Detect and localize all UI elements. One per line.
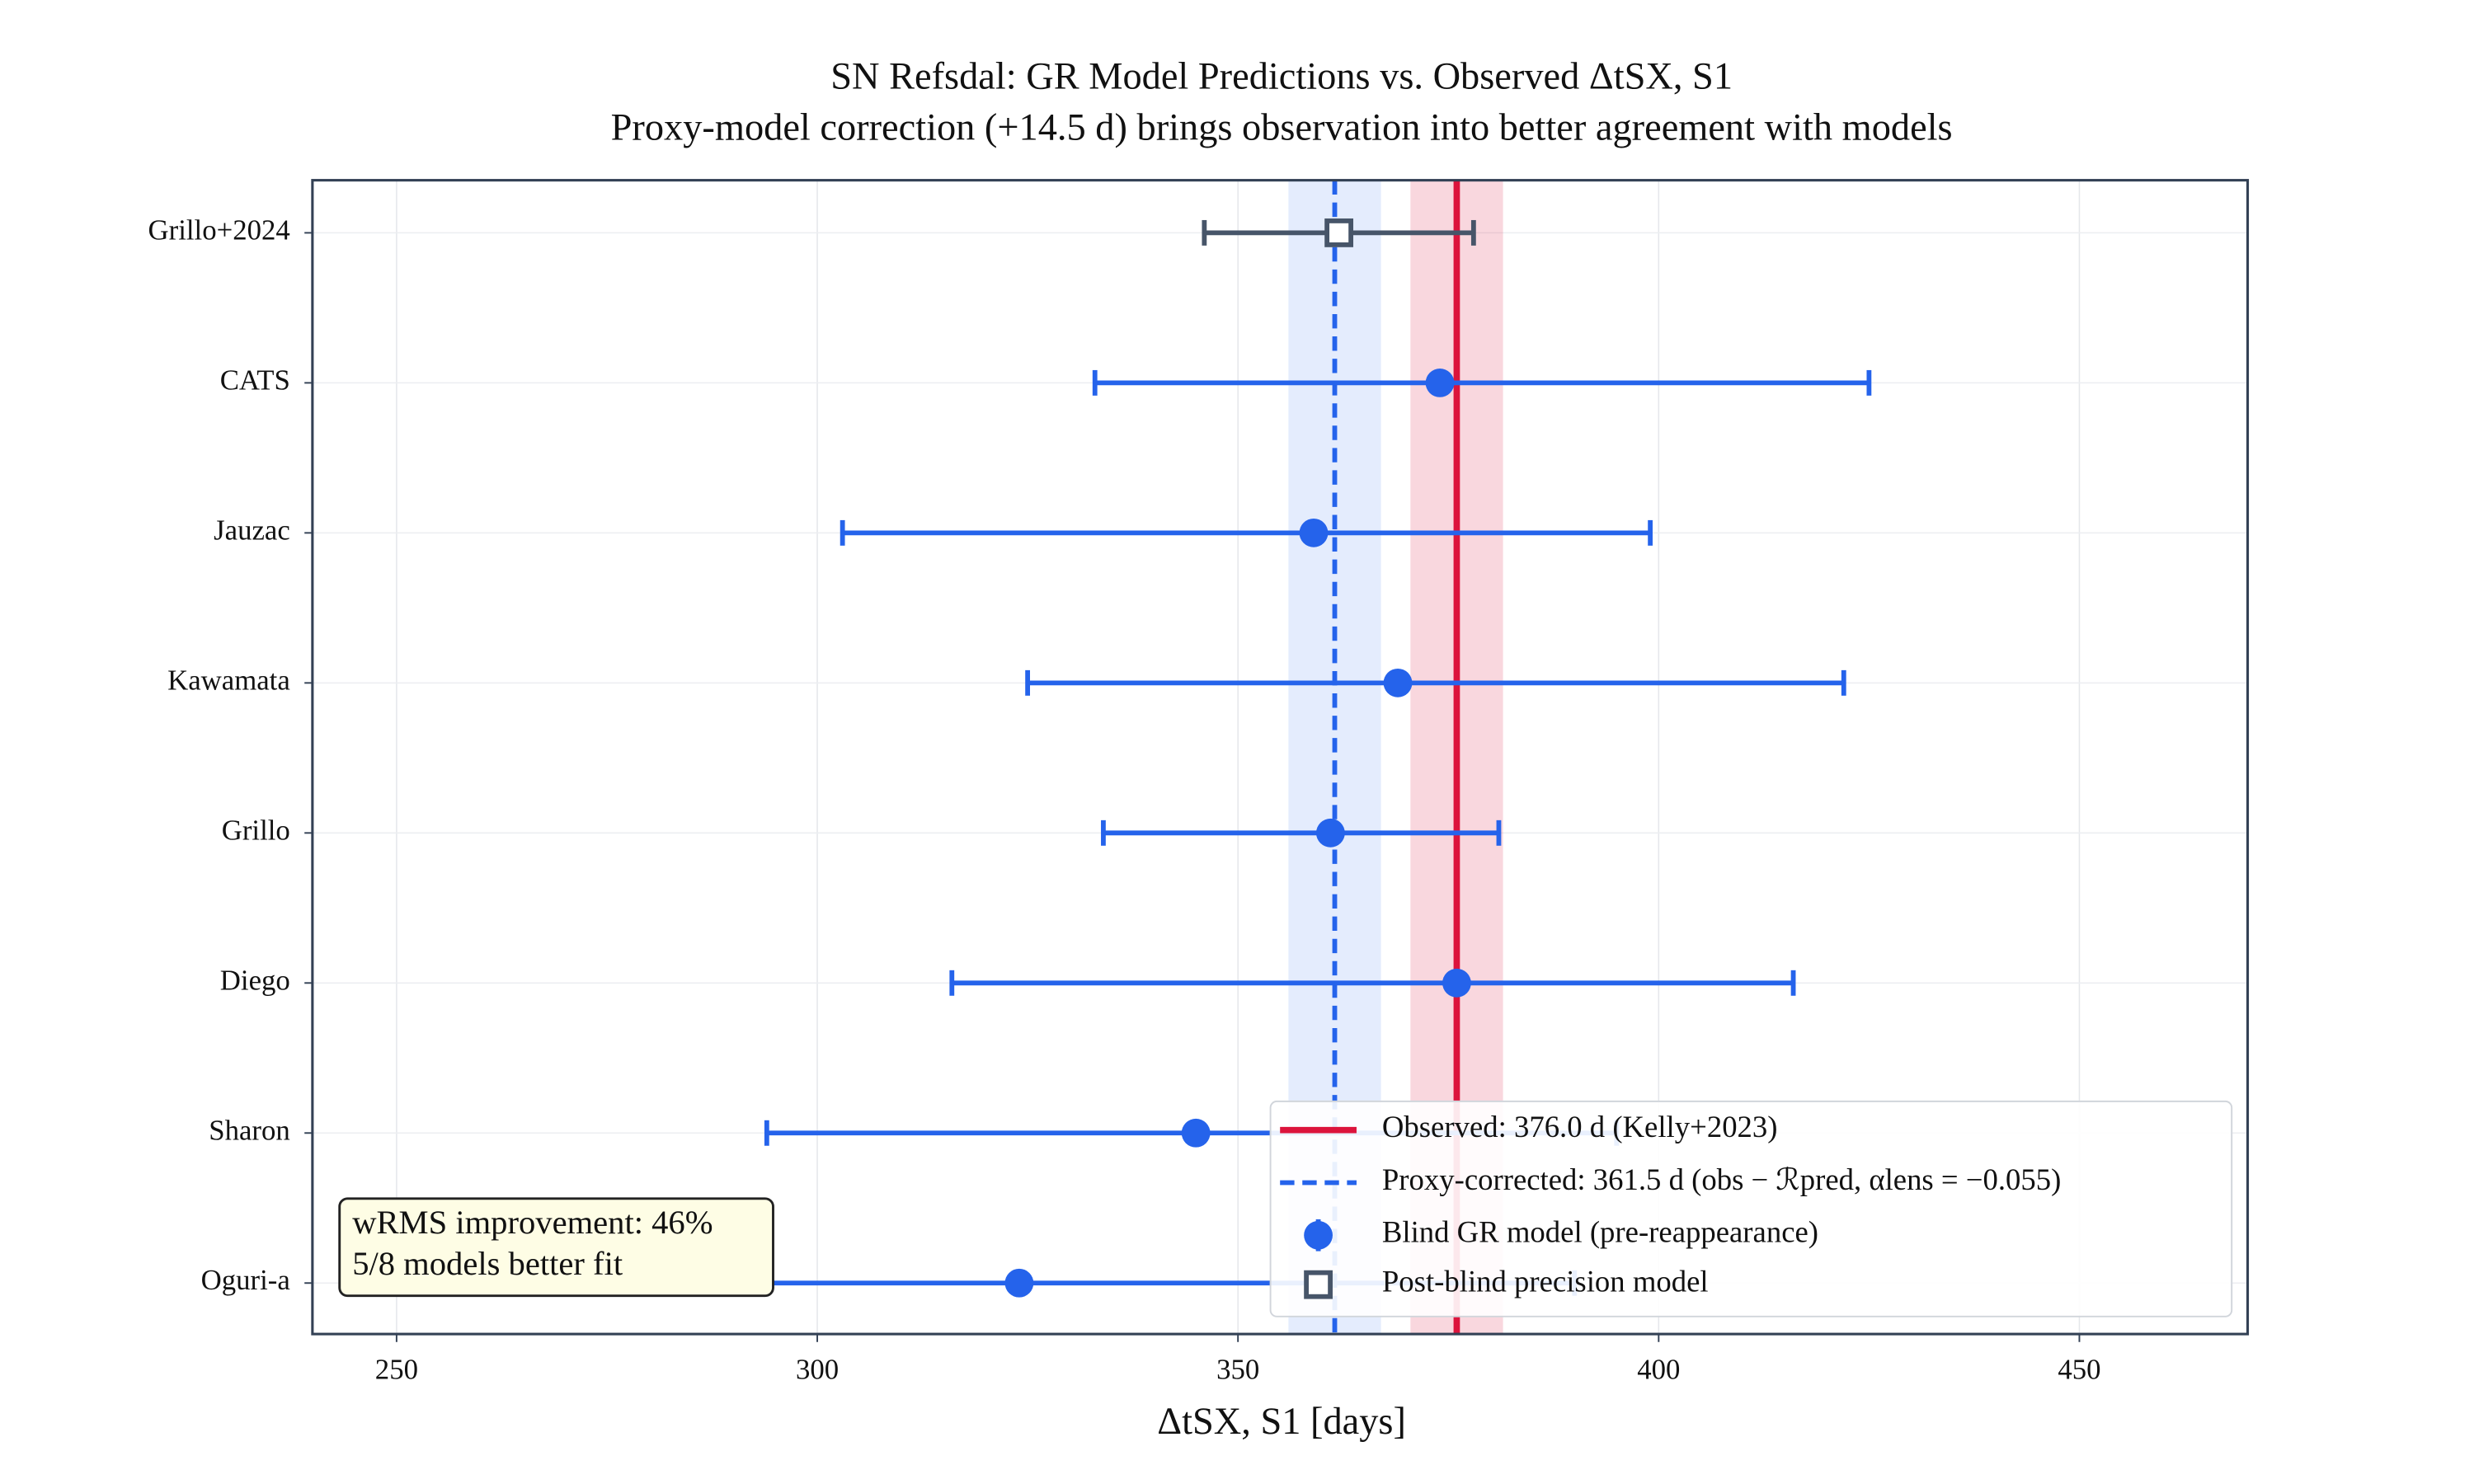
x-axis-label: ΔtSX, S1 [days] <box>1157 1401 1406 1443</box>
legend-marker <box>1304 1270 1333 1299</box>
chart-subtitle: Proxy-model correction (+14.5 d) brings … <box>611 106 1953 148</box>
point <box>1004 1268 1034 1298</box>
annotation-box <box>338 1197 774 1298</box>
point <box>1442 968 1471 998</box>
y-tick-label: Kawamata <box>167 664 290 696</box>
legend-label: Post-blind precision model <box>1382 1265 1709 1298</box>
x-tick-label: 450 <box>2058 1353 2100 1385</box>
legend-marker <box>1304 1220 1333 1250</box>
y-tick-label: Oguri-a <box>201 1264 290 1296</box>
point <box>1299 518 1329 547</box>
point <box>1181 1118 1211 1148</box>
y-tick-label: Jauzac <box>214 514 290 546</box>
y-tick-label: Grillo+2024 <box>148 214 290 246</box>
x-tick-label: 250 <box>375 1353 418 1385</box>
y-tick-label: Sharon <box>209 1114 290 1146</box>
x-tick-label: 300 <box>796 1353 839 1385</box>
y-tick-label: CATS <box>220 364 290 396</box>
y-tick-label: Diego <box>220 964 290 996</box>
legend-label: Observed: 376.0 d (Kelly+2023) <box>1382 1110 1778 1144</box>
point <box>1324 218 1354 247</box>
y-tick-label: Grillo <box>222 814 290 846</box>
annotation-text: wRMS improvement: 46% <box>352 1204 713 1241</box>
legend-label: Proxy-corrected: 361.5 d (obs − ℛpred, α… <box>1382 1162 2061 1196</box>
x-tick-label: 400 <box>1637 1353 1680 1385</box>
annotation-text: 5/8 models better fit <box>352 1245 623 1282</box>
legend-box <box>1269 1100 2233 1317</box>
chart-title: SN Refsdal: GR Model Predictions vs. Obs… <box>830 55 1733 97</box>
point <box>1316 818 1345 848</box>
point <box>1383 668 1413 697</box>
point <box>1425 368 1455 397</box>
legend-label: Blind GR model (pre-reappearance) <box>1382 1215 1818 1249</box>
x-tick-label: 350 <box>1216 1353 1259 1385</box>
plot-frame <box>311 179 2250 1336</box>
